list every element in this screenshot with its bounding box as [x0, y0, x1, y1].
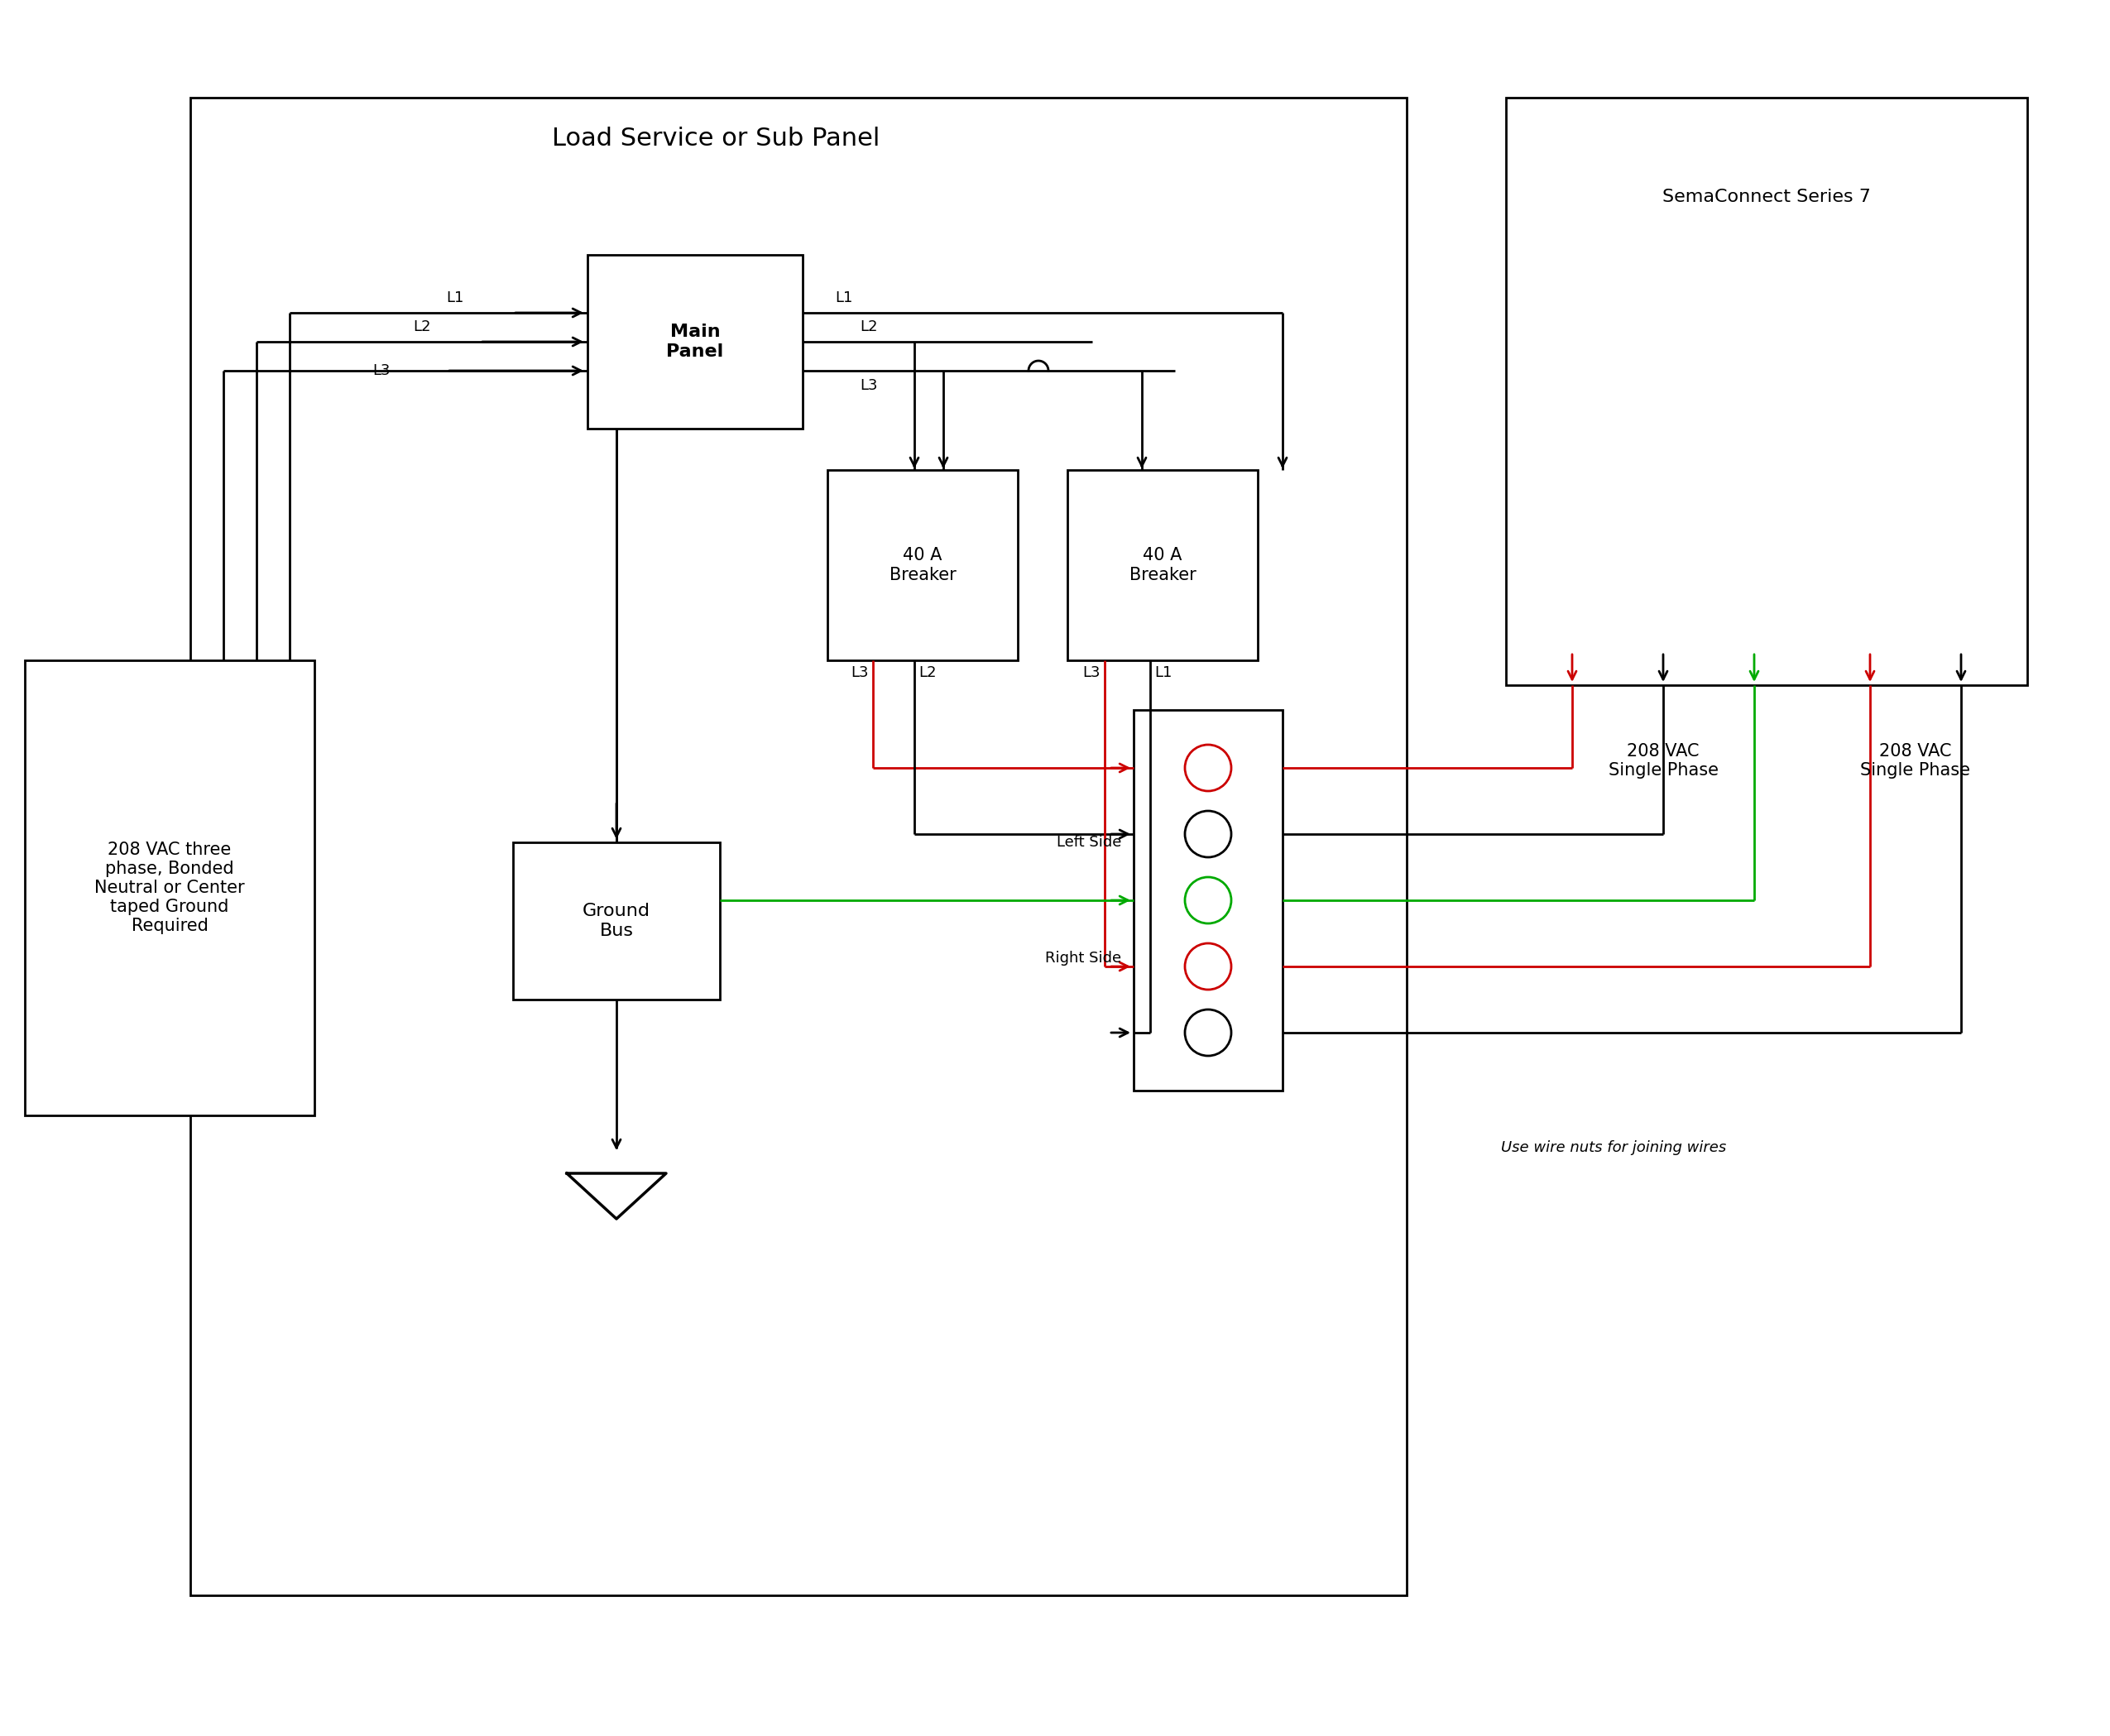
Text: Right Side: Right Side [1044, 951, 1120, 965]
Circle shape [1186, 943, 1232, 990]
Text: L2: L2 [861, 319, 878, 335]
Text: 208 VAC
Single Phase: 208 VAC Single Phase [1608, 743, 1718, 779]
Text: Ground
Bus: Ground Bus [582, 903, 650, 939]
Text: L1: L1 [836, 290, 852, 306]
Text: 208 VAC three
phase, Bonded
Neutral or Center
taped Ground
Required: 208 VAC three phase, Bonded Neutral or C… [95, 842, 245, 934]
Text: Use wire nuts for joining wires: Use wire nuts for joining wires [1500, 1141, 1726, 1154]
Circle shape [1186, 745, 1232, 792]
Text: 40 A
Breaker: 40 A Breaker [1129, 547, 1196, 583]
Bar [513, 842, 720, 1000]
Bar [827, 470, 1017, 660]
Bar [1507, 97, 2028, 686]
Text: L3: L3 [861, 378, 878, 392]
Text: L1: L1 [1154, 665, 1171, 681]
Bar [25, 660, 314, 1116]
Text: L2: L2 [414, 319, 430, 335]
Circle shape [1186, 877, 1232, 924]
Text: L3: L3 [371, 363, 390, 378]
Text: L3: L3 [1082, 665, 1101, 681]
Text: Left Side: Left Side [1057, 835, 1120, 851]
Bar [1068, 470, 1258, 660]
Circle shape [1186, 811, 1232, 858]
Text: 208 VAC
Single Phase: 208 VAC Single Phase [1861, 743, 1971, 779]
Circle shape [1186, 1010, 1232, 1055]
Text: 40 A
Breaker: 40 A Breaker [888, 547, 956, 583]
Text: SemaConnect Series 7: SemaConnect Series 7 [1663, 189, 1872, 205]
Text: L2: L2 [918, 665, 937, 681]
Text: L1: L1 [445, 290, 464, 306]
Text: Main
Panel: Main Panel [667, 325, 724, 359]
Text: Load Service or Sub Panel: Load Service or Sub Panel [551, 127, 880, 151]
Bar [1133, 710, 1283, 1090]
Text: L3: L3 [850, 665, 869, 681]
Bar [587, 255, 802, 429]
Bar [190, 97, 1407, 1595]
